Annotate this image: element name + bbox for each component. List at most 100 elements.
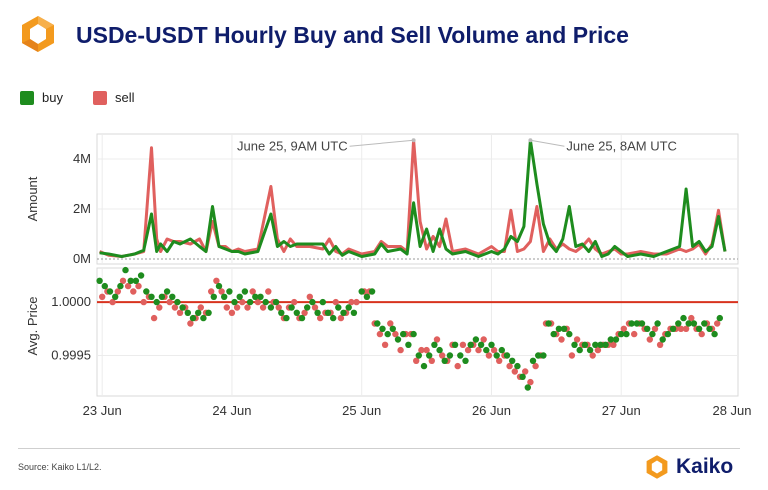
price-point-sell: [480, 336, 487, 343]
price-point-buy: [592, 341, 599, 348]
price-point-buy: [659, 336, 666, 343]
price-point-sell: [306, 293, 313, 300]
price-point-buy: [272, 298, 280, 306]
price-point-buy: [550, 330, 557, 338]
price-point-sell: [423, 346, 430, 354]
price-point-buy: [374, 320, 381, 327]
price-point-sell: [249, 288, 256, 295]
price-point-sell: [213, 277, 220, 284]
price-point-sell: [392, 330, 399, 338]
price-point-buy: [267, 304, 275, 311]
source-note: Source: Kaiko L1/L2.: [18, 462, 102, 472]
price-point-sell: [475, 346, 482, 354]
price-point-sell: [259, 304, 267, 311]
price-point-sell: [171, 304, 179, 311]
price-point-sell: [150, 314, 158, 322]
price-point-sell: [381, 341, 389, 348]
price-point-buy: [581, 341, 589, 348]
volume-price-chart: 23 Jun 24 Jun 25 Jun 26 Jun 27 Jun 28 Jun 0M 2M…: [25, 133, 752, 418]
price-point-sell: [239, 298, 246, 306]
price-point-buy: [122, 266, 129, 274]
price-point-buy: [706, 325, 713, 332]
price-point-buy: [394, 336, 402, 343]
price-point-sell: [317, 314, 324, 322]
legend-item-buy[interactable]: buy: [20, 90, 63, 105]
price-point-sell: [522, 368, 529, 375]
price-point-buy: [420, 362, 428, 370]
legend-swatch-sell: [92, 90, 107, 105]
price-point-buy: [716, 314, 723, 322]
price-point-buy: [633, 320, 640, 327]
x-tick-label: 24 Jun: [212, 403, 251, 418]
price-point-sell: [698, 330, 705, 338]
price-point-sell: [275, 304, 282, 311]
price-point-buy: [169, 293, 176, 300]
price-point-buy: [314, 309, 321, 316]
price-point-buy: [148, 293, 155, 300]
price-point-sell: [464, 346, 472, 354]
price-point-buy: [179, 304, 186, 311]
price-point-buy: [215, 282, 223, 290]
price-point-buy: [540, 352, 547, 359]
price-point-buy: [319, 298, 326, 306]
volume-line-sell: [99, 138, 727, 258]
price-point-sell: [301, 309, 308, 316]
price-point-buy: [384, 330, 391, 338]
price-point-sell: [376, 330, 384, 338]
price-point-sell: [454, 362, 461, 370]
price-point-buy: [96, 277, 103, 284]
price-point-buy: [330, 314, 337, 322]
price-point-buy: [675, 320, 682, 327]
price-point-buy: [340, 309, 347, 316]
price-point-buy: [509, 357, 516, 364]
price-point-buy: [607, 336, 614, 343]
price-point-buy: [189, 314, 197, 322]
price-point-buy: [555, 325, 563, 332]
price-point-sell: [311, 304, 319, 311]
price-point-buy: [257, 293, 264, 300]
brand-name: Kaiko: [676, 455, 734, 478]
price-point-buy: [535, 352, 542, 359]
annotation-label: June 25, 8AM UTC: [566, 138, 677, 153]
price-point-buy: [529, 357, 537, 364]
price-point-sell: [677, 325, 685, 332]
legend-item-sell[interactable]: sell: [92, 90, 134, 105]
price-point-buy: [117, 282, 124, 290]
price-point-buy: [472, 336, 480, 343]
x-tick-label: 26 Jun: [472, 403, 511, 418]
price-point-sell: [459, 341, 467, 348]
price-point-buy: [363, 293, 371, 300]
price-point-sell: [589, 352, 596, 359]
price-point-buy: [524, 384, 531, 391]
price-point-buy: [379, 325, 386, 332]
price-point-buy: [221, 293, 228, 300]
price-point-buy: [293, 309, 300, 316]
price-point-sell: [714, 320, 721, 327]
price-point-sell: [610, 341, 617, 348]
price-point-buy: [358, 288, 365, 295]
price-point-sell: [223, 304, 230, 311]
price-point-buy: [137, 272, 145, 279]
hexagon-logo-icon: [646, 455, 668, 479]
price-point-buy: [195, 309, 202, 316]
price-point-sell: [156, 304, 163, 311]
price-point-buy: [309, 298, 316, 306]
price-point-sell: [428, 357, 435, 364]
price-point-buy: [644, 325, 651, 332]
volume-line-buy: [99, 138, 727, 258]
price-point-sell: [594, 346, 602, 354]
price-point-buy: [415, 352, 422, 359]
chart-legend: buy sell: [20, 90, 164, 105]
price-point-buy: [426, 352, 433, 359]
price-point-buy: [571, 341, 578, 348]
price-point-buy: [649, 330, 656, 338]
price-point-sell: [176, 309, 184, 316]
price-point-sell: [109, 298, 116, 306]
price-point-sell: [439, 352, 446, 359]
price-point-buy: [498, 346, 505, 354]
price-point-buy: [493, 352, 500, 359]
price-point-sell: [558, 336, 565, 343]
price-point-sell: [433, 336, 441, 343]
price-point-buy: [288, 304, 295, 311]
price-point-buy: [345, 304, 352, 311]
